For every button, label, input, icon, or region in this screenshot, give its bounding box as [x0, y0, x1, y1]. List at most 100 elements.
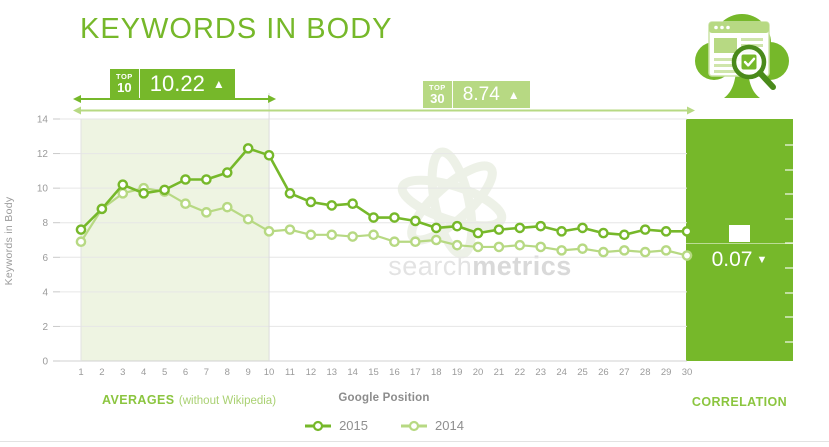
- top10-average-badge: TOP 10 10.22 ▲: [110, 69, 235, 98]
- data-point: [619, 229, 630, 241]
- data-point: [326, 229, 338, 241]
- y-tick-label: 8: [42, 218, 48, 229]
- searchmetrics-analysis-icon: [695, 14, 789, 98]
- top10-scope: TOP 10: [110, 69, 140, 98]
- page-title: KEYWORDS IN BODY: [80, 13, 393, 45]
- x-tick-label: 19: [452, 367, 463, 378]
- correlation-scale-tick: [785, 168, 793, 171]
- data-point: [389, 236, 400, 248]
- data-point: [201, 174, 212, 185]
- data-point: [221, 201, 233, 213]
- data-point: [535, 241, 547, 253]
- data-point: [389, 212, 400, 223]
- data-point: [347, 231, 358, 242]
- browser-titlebar: [709, 22, 769, 33]
- legend-label: 2015: [339, 418, 368, 433]
- data-point: [75, 224, 87, 235]
- x-tick-label: 7: [204, 367, 209, 378]
- x-tick-label: 13: [326, 367, 337, 378]
- data-point: [117, 179, 129, 190]
- data-point: [305, 196, 317, 208]
- data-point: [660, 245, 672, 256]
- correlation-scale-tick: [785, 340, 793, 343]
- correlation-scale-tick: [785, 193, 793, 196]
- tree-trunk: [724, 67, 760, 98]
- correlation-marker-square: [729, 225, 750, 242]
- top30-value: 8.74 ▲: [462, 83, 520, 105]
- y-tick-label: 6: [42, 253, 48, 264]
- y-tick-label: 0: [42, 357, 48, 368]
- data-point: [221, 167, 233, 178]
- x-tick-label: 2: [99, 367, 104, 378]
- correlation-scale-tick: [785, 267, 793, 269]
- magnifier-handle: [757, 70, 776, 90]
- data-point: [556, 226, 567, 237]
- data-point: [201, 207, 212, 218]
- down-arrow-icon: ▼: [756, 254, 768, 266]
- data-point: [472, 227, 484, 239]
- data-point: [514, 239, 526, 251]
- x-tick-label: 26: [598, 367, 609, 378]
- correlation-value: 0.07 ▼: [711, 248, 768, 271]
- legend-item-2015[interactable]: 2015: [304, 418, 368, 433]
- data-point: [159, 184, 170, 196]
- data-point: [681, 250, 693, 261]
- data-point: [430, 222, 442, 234]
- x-tick-label: 28: [640, 367, 651, 378]
- legend-label: 2014: [435, 418, 464, 433]
- top30-average-badge: TOP 30 8.74 ▲: [423, 81, 530, 108]
- x-tick-label: 22: [515, 367, 526, 378]
- data-point: [263, 149, 275, 161]
- legend-marker-icon: [401, 420, 427, 431]
- data-point: [493, 224, 505, 235]
- x-tick-label: 1: [78, 367, 83, 378]
- x-tick-label: 5: [162, 367, 167, 378]
- legend-item-2014[interactable]: 2014: [400, 418, 464, 433]
- data-point: [660, 226, 672, 237]
- x-tick-label: 8: [225, 367, 230, 378]
- data-point: [180, 174, 191, 185]
- data-point: [347, 198, 358, 209]
- data-point: [681, 226, 693, 237]
- top10-span-arrow: [73, 95, 277, 103]
- y-tick-label: 4: [42, 287, 48, 298]
- data-point: [556, 245, 567, 256]
- data-point: [263, 226, 275, 237]
- data-point: [410, 236, 421, 248]
- data-point: [598, 227, 609, 239]
- up-arrow-icon: ▲: [212, 76, 225, 91]
- x-tick-label: 24: [556, 367, 567, 378]
- data-point: [242, 143, 254, 154]
- x-tick-label: 6: [183, 367, 188, 378]
- data-point: [368, 212, 379, 223]
- correlation-scale-tick: [785, 144, 793, 146]
- data-point: [430, 234, 442, 246]
- x-tick-label: 14: [347, 367, 358, 378]
- data-point: [75, 236, 87, 248]
- data-point: [326, 200, 338, 211]
- series-2014: [75, 182, 693, 261]
- data-point: [410, 215, 421, 227]
- x-tick-label: 25: [577, 367, 588, 378]
- data-point: [284, 188, 296, 199]
- data-point: [639, 224, 651, 235]
- x-tick-label: 27: [619, 367, 630, 378]
- data-point: [577, 243, 588, 254]
- data-point: [514, 222, 526, 234]
- data-point: [138, 188, 149, 199]
- y-tick-label: 2: [42, 322, 48, 333]
- data-point: [284, 224, 296, 235]
- data-point: [96, 203, 108, 215]
- x-tick-label: 21: [494, 367, 505, 378]
- correlation-scale-tick: [785, 291, 793, 294]
- data-point: [619, 245, 630, 256]
- x-tick-label: 12: [306, 367, 317, 378]
- top10-value: 10.22 ▲: [149, 70, 225, 96]
- x-tick-label: 29: [661, 367, 672, 378]
- correlation-label: CORRELATION: [691, 395, 788, 409]
- data-point: [493, 241, 505, 253]
- data-point: [451, 220, 463, 232]
- bottom-divider: [0, 441, 829, 442]
